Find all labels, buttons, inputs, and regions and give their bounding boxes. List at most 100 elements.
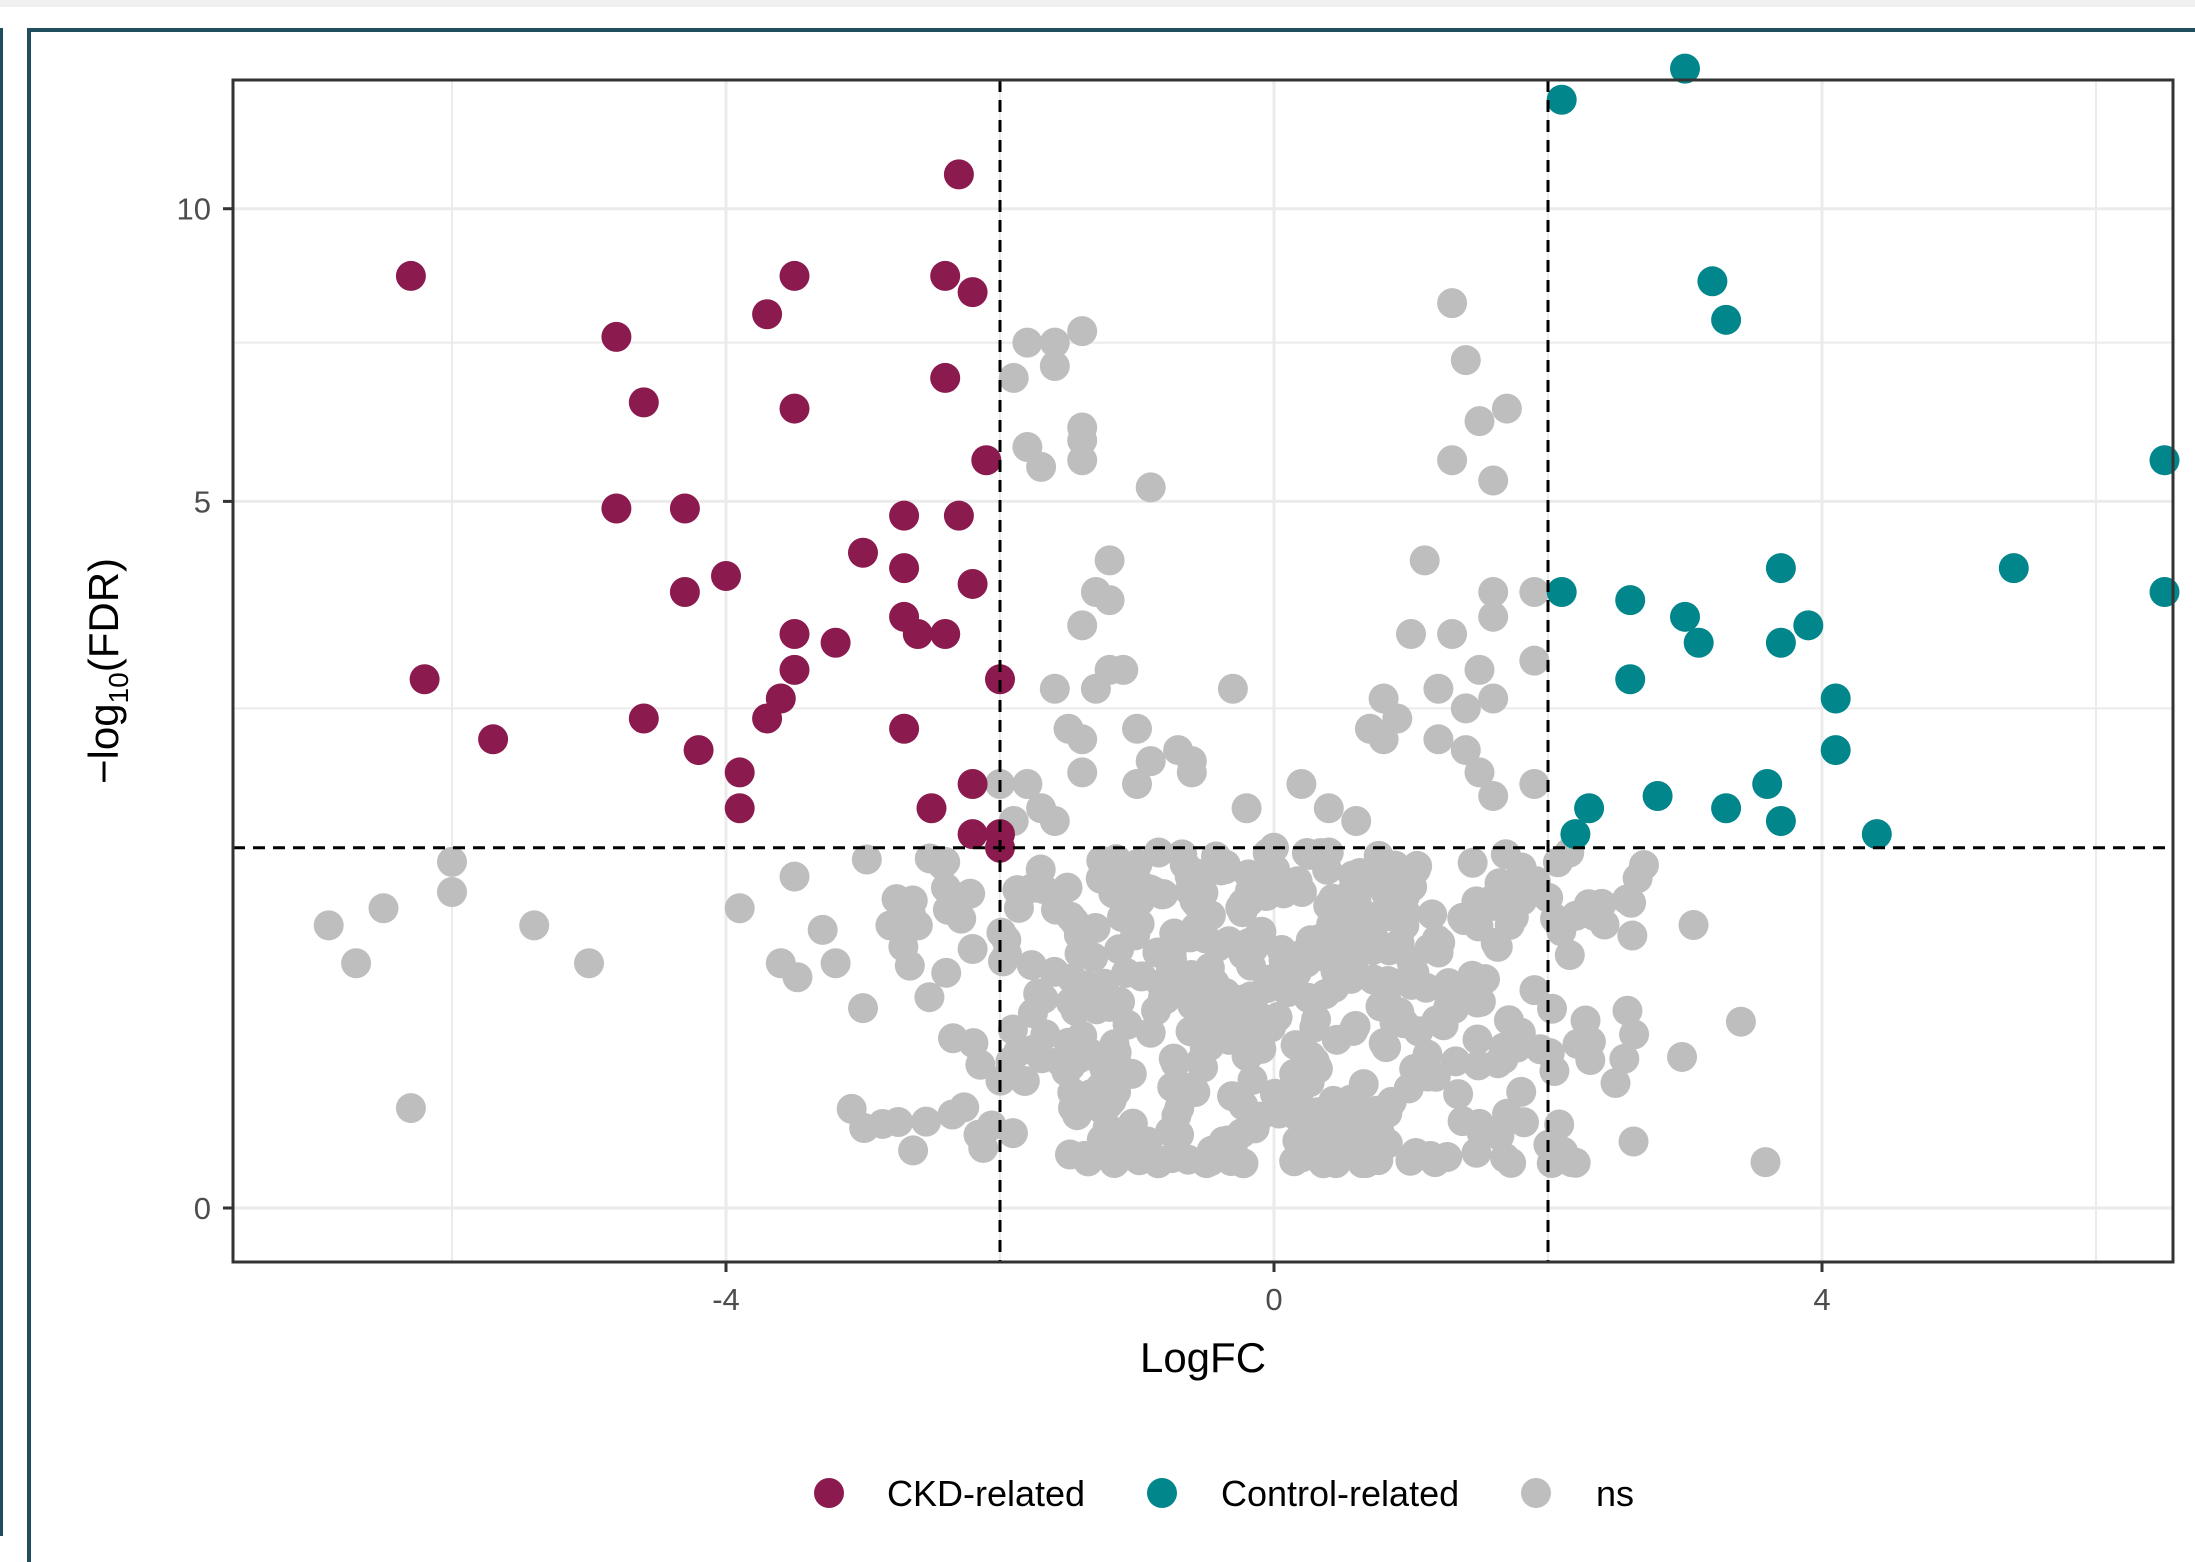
point-ns	[1519, 645, 1550, 676]
point-ns	[836, 1093, 867, 1124]
point-ns	[998, 362, 1029, 393]
point-ckd	[628, 387, 659, 418]
point-control	[1546, 577, 1577, 608]
y-axis-title-suffix: (FDR)	[80, 558, 127, 672]
point-ns	[1158, 1043, 1189, 1074]
point-control	[1711, 304, 1742, 335]
point-ns	[1609, 1043, 1640, 1074]
point-ckd	[889, 713, 920, 744]
point-ns	[1294, 839, 1325, 870]
point-ns	[1135, 472, 1166, 503]
point-control	[1765, 627, 1796, 658]
point-ns	[1067, 412, 1098, 443]
point-ns	[1437, 618, 1468, 649]
point-control	[1670, 601, 1700, 632]
point-ns	[927, 849, 958, 880]
point-ns	[1507, 885, 1538, 916]
point-ns	[1198, 853, 1229, 884]
point-ns	[1600, 1067, 1631, 1098]
point-ns	[1536, 1148, 1567, 1179]
point-ns	[1399, 957, 1430, 988]
point-ns	[914, 982, 945, 1013]
point-ns	[1286, 877, 1317, 908]
point-ckd	[601, 493, 632, 524]
window-top-strip	[0, 0, 2195, 7]
point-ns	[1478, 465, 1509, 496]
point-ns	[1371, 1032, 1402, 1063]
x-axis: -4 0 4	[712, 1262, 1831, 1317]
point-ns	[1423, 673, 1454, 704]
point-ns	[1432, 1141, 1463, 1172]
point-control	[1615, 585, 1646, 616]
point-ns	[1139, 876, 1170, 907]
point-ns	[1519, 577, 1550, 608]
point-ns	[1282, 1125, 1313, 1156]
y-tick-label: 10	[177, 192, 211, 227]
point-ns	[1135, 1017, 1166, 1048]
point-ckd	[943, 159, 974, 190]
point-ckd	[601, 321, 632, 352]
point-ns	[1078, 942, 1109, 973]
point-ns	[1409, 545, 1440, 576]
point-ns	[883, 1106, 914, 1137]
point-ns	[1450, 693, 1481, 724]
point-ckd	[779, 393, 810, 424]
point-ns	[313, 910, 344, 941]
point-ns	[1039, 327, 1070, 358]
point-ckd	[943, 500, 974, 531]
y-axis-title: −log10(FDR)	[80, 558, 134, 784]
point-ns	[1012, 769, 1043, 800]
point-ns	[1509, 1107, 1539, 1138]
point-ns	[997, 1014, 1028, 1045]
point-ns	[1094, 545, 1125, 576]
point-ns	[1396, 618, 1426, 649]
point-ckd	[957, 277, 988, 308]
point-ckd	[779, 618, 810, 649]
point-ns	[1059, 906, 1090, 937]
point-ns	[1477, 884, 1508, 915]
point-ns	[987, 946, 1018, 977]
point-ns	[1235, 950, 1266, 981]
point-ns	[1017, 998, 1048, 1029]
figure-frame	[27, 28, 2195, 1562]
series-ns	[313, 288, 1781, 1179]
y-axis: 0 5 10	[177, 192, 233, 1226]
point-ns	[1423, 724, 1454, 755]
point-ns	[1028, 873, 1059, 904]
point-ckd	[765, 683, 796, 714]
point-control	[1697, 266, 1728, 297]
legend-label-ckd: CKD-related	[887, 1473, 1085, 1514]
point-ns	[368, 893, 399, 924]
point-ns	[1519, 975, 1550, 1006]
point-ns	[1009, 1066, 1040, 1097]
point-ns	[976, 1110, 1007, 1141]
point-ns	[1560, 1147, 1591, 1178]
point-ns	[519, 910, 550, 941]
point-ns	[1135, 746, 1166, 777]
point-ns	[1228, 1090, 1259, 1121]
point-control	[1998, 553, 2029, 584]
point-ckd	[752, 299, 783, 330]
point-ns	[1618, 1126, 1649, 1157]
point-ns	[1667, 1041, 1698, 1072]
point-ns	[958, 1028, 989, 1059]
point-ns	[1437, 288, 1468, 319]
point-ns	[1067, 724, 1098, 755]
point-ns	[1100, 1146, 1131, 1177]
point-ns	[1089, 1053, 1120, 1084]
point-ns	[1176, 757, 1207, 788]
point-ns	[1067, 757, 1098, 788]
point-ns	[1239, 1113, 1270, 1144]
point-ns	[1488, 1032, 1519, 1063]
point-ns	[1570, 1005, 1601, 1036]
point-ns	[1412, 1039, 1443, 1070]
point-ns	[1462, 1024, 1493, 1055]
point-ns	[888, 931, 919, 962]
point-ckd	[985, 664, 1015, 695]
threshold-lines	[233, 80, 2173, 1262]
point-ns	[1450, 345, 1481, 376]
point-ckd	[930, 260, 961, 291]
point-ns	[1052, 872, 1083, 903]
point-ns	[1252, 838, 1283, 869]
